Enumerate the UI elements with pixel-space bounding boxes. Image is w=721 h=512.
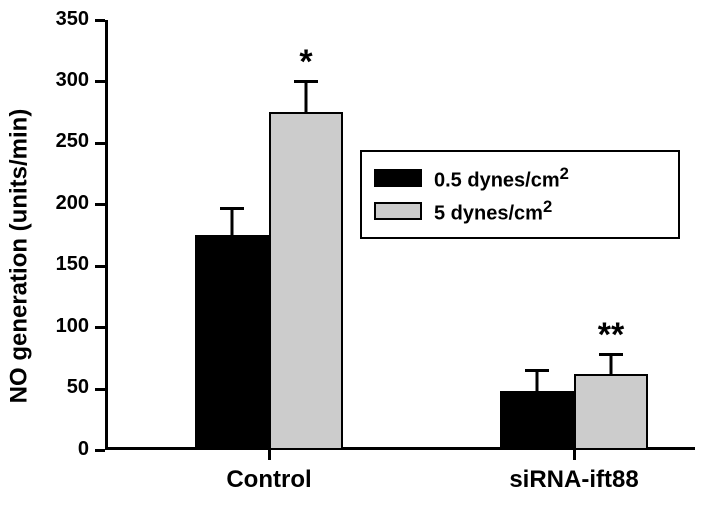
y-tick [95,19,105,22]
bar-chart: NO generation (units/min) 05010015020025… [0,0,721,512]
y-axis [105,20,108,450]
y-tick-label: 200 [29,192,89,215]
x-tick [573,450,576,460]
legend-swatch [374,202,422,220]
y-tick-label: 50 [29,376,89,399]
y-tick-label: 150 [29,253,89,276]
y-tick-label: 250 [29,130,89,153]
y-tick [95,142,105,145]
y-tick [95,449,105,452]
y-tick [95,326,105,329]
y-tick [95,80,105,83]
error-cap [220,207,244,210]
x-tick-label: Control [226,466,311,494]
error-bar [536,370,539,391]
legend-label: 0.5 dynes/cm2 [434,164,569,193]
x-tick [268,450,271,460]
error-cap [525,369,549,372]
error-bar [305,81,308,112]
legend: 0.5 dynes/cm2 5 dynes/cm2 [360,150,680,239]
bar [269,112,343,450]
legend-item: 5 dynes/cm2 [374,197,666,226]
legend-item: 0.5 dynes/cm2 [374,164,666,193]
significance-marker: ** [598,318,624,352]
error-bar [231,208,234,235]
y-tick [95,388,105,391]
error-bar [610,354,613,374]
bar [574,374,648,450]
legend-swatch [374,169,422,187]
y-tick-label: 350 [29,8,89,31]
significance-marker: * [299,45,312,79]
y-tick-label: 100 [29,315,89,338]
x-tick-label: siRNA-ift88 [509,466,638,494]
y-tick [95,203,105,206]
y-tick-label: 0 [29,438,89,461]
bar [195,235,269,450]
y-tick-label: 300 [29,69,89,92]
y-tick [95,265,105,268]
legend-label: 5 dynes/cm2 [434,197,552,226]
bar [500,391,574,450]
